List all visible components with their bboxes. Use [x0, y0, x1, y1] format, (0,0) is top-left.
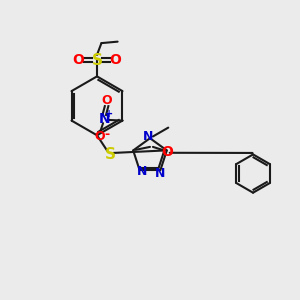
Text: N: N — [142, 130, 153, 143]
Text: O: O — [73, 53, 84, 67]
Text: O: O — [101, 94, 112, 107]
Text: +: + — [106, 109, 114, 119]
Text: S: S — [105, 147, 116, 162]
Text: O: O — [161, 145, 173, 159]
Text: O: O — [95, 130, 105, 143]
Text: N: N — [137, 165, 148, 178]
Text: -: - — [105, 128, 110, 141]
Text: N: N — [155, 167, 166, 180]
Text: S: S — [92, 53, 103, 68]
Text: N: N — [98, 112, 110, 126]
Text: O: O — [110, 53, 122, 67]
